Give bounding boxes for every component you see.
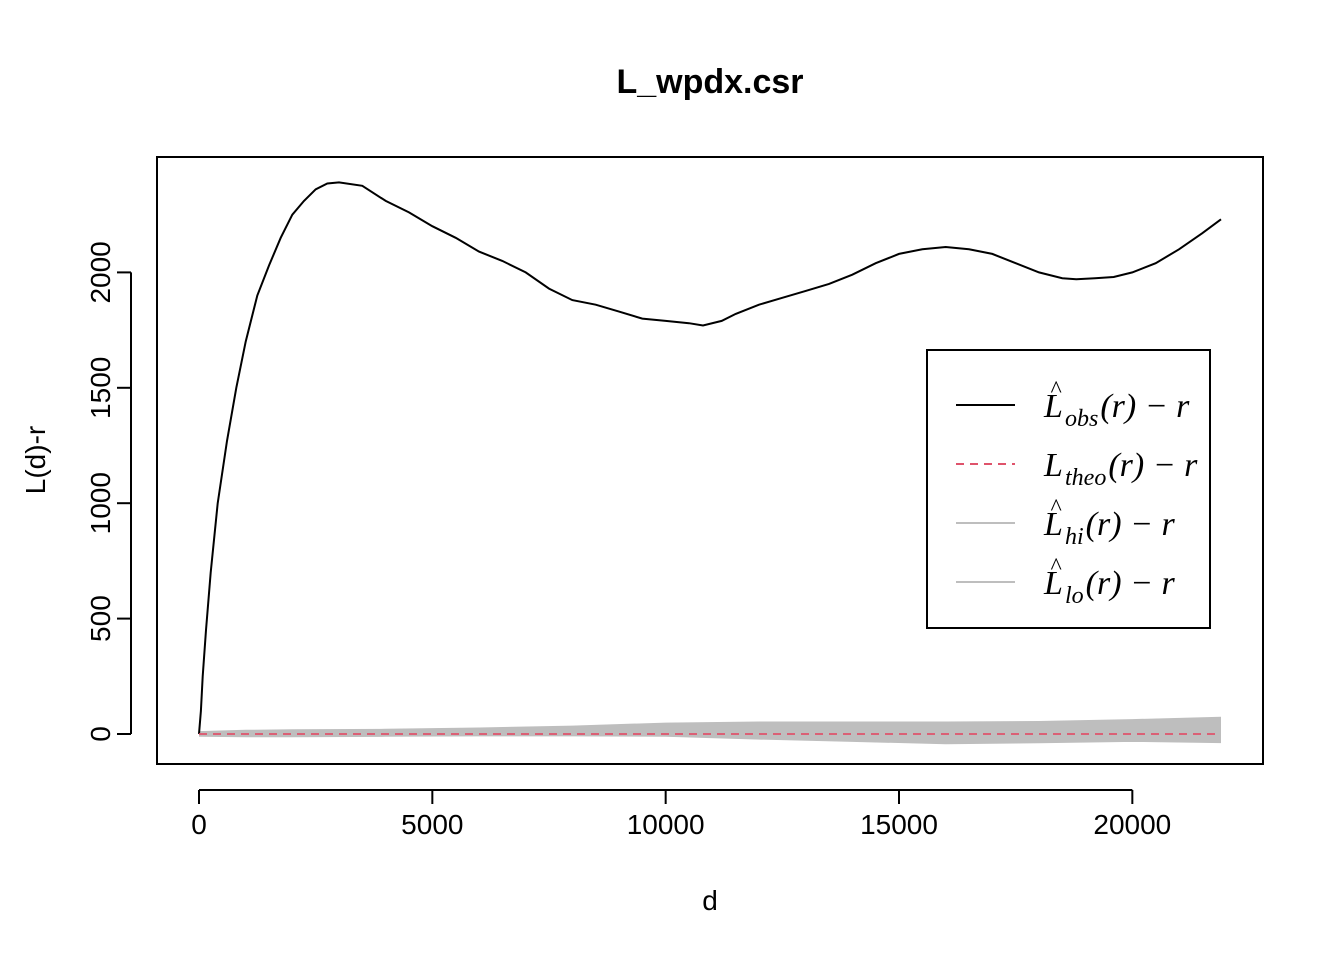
legend-label-tail: (r) − r xyxy=(1100,388,1190,425)
x-axis-label: d xyxy=(702,885,718,916)
legend-label-tail: (r) − r xyxy=(1086,506,1176,543)
y-tick-label: 2000 xyxy=(85,241,116,303)
y-tick-label: 1000 xyxy=(85,472,116,534)
y-tick-label: 1500 xyxy=(85,357,116,419)
legend-label-sub: theo xyxy=(1065,465,1106,491)
y-tick-label: 500 xyxy=(85,595,116,642)
legend-label-sub: lo xyxy=(1065,583,1084,609)
x-tick-label: 5000 xyxy=(401,809,463,840)
legend-label-tail: (r) − r xyxy=(1086,565,1176,602)
legend-hat: ^ xyxy=(1050,495,1062,521)
series-layer xyxy=(198,181,1222,735)
axes-layer: 0 5000 10000 15000 20000 0 500 1000 1500 2000 xyxy=(85,241,1171,840)
legend-label-base: L xyxy=(1043,506,1063,543)
legend: L^obs (r) − rL theo (r) − rL^hi (r) − rL^lo(… xyxy=(926,349,1211,629)
legend-label-tail: (r) − r xyxy=(1108,447,1198,484)
legend-label-sub: hi xyxy=(1065,524,1084,550)
chart-title: L_wpdx.csr xyxy=(616,63,803,101)
legend-label-base: L xyxy=(1043,388,1063,425)
legend-hat: ^ xyxy=(1050,554,1062,580)
x-tick-label: 0 xyxy=(191,809,207,840)
legend-hat: ^ xyxy=(1050,377,1062,403)
y-axis-label: L(d)-r xyxy=(20,426,51,494)
envelope-band xyxy=(199,717,1221,744)
legend-label-base: L xyxy=(1043,565,1063,602)
legend-label-sub: obs xyxy=(1065,406,1098,432)
x-tick-label: 15000 xyxy=(860,809,938,840)
envelope-layer xyxy=(198,716,1222,745)
legend-label-base: L xyxy=(1043,447,1063,484)
series-line-lo xyxy=(198,734,1222,745)
plot-frame xyxy=(156,156,1264,765)
x-tick-label: 10000 xyxy=(627,809,705,840)
y-tick-label: 0 xyxy=(85,726,116,742)
x-tick-label: 20000 xyxy=(1093,809,1171,840)
series-line-obs xyxy=(198,181,1222,735)
series-line-hi xyxy=(198,716,1222,734)
